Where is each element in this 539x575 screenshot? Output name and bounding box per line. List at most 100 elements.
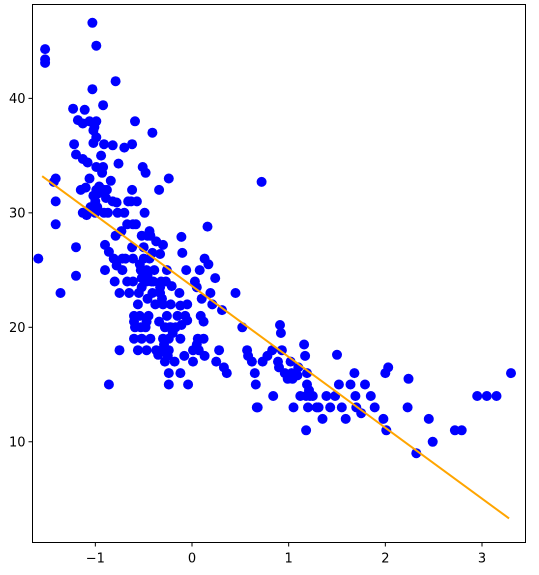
data-point-162 bbox=[172, 310, 183, 321]
data-point-132 bbox=[154, 184, 165, 195]
data-point-208 bbox=[252, 402, 263, 413]
data-point-39 bbox=[92, 202, 103, 213]
data-point-150 bbox=[163, 173, 174, 184]
data-point-267 bbox=[472, 391, 483, 401]
data-point-241 bbox=[321, 391, 332, 401]
data-point-61 bbox=[110, 76, 121, 87]
data-point-6 bbox=[50, 196, 61, 207]
data-point-225 bbox=[292, 370, 303, 381]
data-point-254 bbox=[365, 391, 376, 401]
data-point-66 bbox=[113, 158, 124, 169]
data-point-232 bbox=[302, 368, 312, 379]
data-point-249 bbox=[349, 368, 360, 379]
data-point-12 bbox=[71, 242, 81, 253]
y-tick-label-2: 30 bbox=[9, 206, 26, 221]
plot-frame bbox=[32, 4, 526, 543]
data-point-186 bbox=[198, 316, 209, 327]
data-point-10 bbox=[69, 139, 80, 150]
data-point-50 bbox=[100, 265, 110, 276]
x-axis-ticks: −1 0 1 2 3 bbox=[86, 542, 486, 567]
data-point-160 bbox=[169, 356, 180, 367]
data-point-27 bbox=[87, 84, 98, 95]
data-point-189 bbox=[199, 350, 210, 361]
data-point-92 bbox=[131, 196, 142, 207]
data-point-224 bbox=[288, 402, 299, 413]
data-point-175 bbox=[183, 379, 194, 390]
data-point-5 bbox=[50, 173, 61, 184]
data-point-91 bbox=[130, 219, 141, 230]
data-point-229 bbox=[300, 350, 311, 361]
data-point-200 bbox=[230, 288, 241, 298]
data-point-78 bbox=[124, 288, 135, 298]
data-point-231 bbox=[301, 425, 312, 436]
data-point-148 bbox=[161, 310, 172, 321]
data-point-166 bbox=[175, 368, 186, 379]
data-point-128 bbox=[150, 299, 161, 310]
x-tick-label-0: −1 bbox=[86, 552, 105, 567]
data-point-173 bbox=[182, 299, 193, 310]
data-point-68 bbox=[114, 345, 125, 356]
data-point-165 bbox=[175, 333, 186, 344]
data-point-266 bbox=[456, 425, 467, 436]
data-point-57 bbox=[107, 140, 118, 151]
data-points bbox=[33, 17, 516, 459]
regression-line bbox=[41, 175, 510, 520]
data-point-183 bbox=[194, 265, 205, 276]
y-tick-label-0: 10 bbox=[9, 435, 26, 450]
data-point-246 bbox=[336, 402, 347, 413]
data-point-153 bbox=[163, 368, 174, 379]
data-point-80 bbox=[127, 139, 138, 150]
data-point-36 bbox=[91, 132, 102, 143]
data-point-269 bbox=[491, 391, 502, 401]
data-point-152 bbox=[163, 345, 174, 356]
data-point-244 bbox=[332, 349, 342, 360]
data-point-190 bbox=[202, 221, 213, 232]
data-point-240 bbox=[317, 413, 328, 424]
data-point-8 bbox=[55, 288, 66, 298]
data-point-204 bbox=[246, 356, 257, 367]
data-point-262 bbox=[411, 448, 422, 459]
data-point-21 bbox=[81, 210, 92, 221]
data-point-74 bbox=[120, 253, 131, 264]
data-point-13 bbox=[71, 270, 81, 281]
data-point-7 bbox=[50, 219, 61, 230]
data-point-179 bbox=[191, 282, 202, 293]
data-point-93 bbox=[132, 299, 143, 310]
data-point-169 bbox=[177, 247, 188, 258]
data-point-264 bbox=[427, 436, 438, 447]
data-point-253 bbox=[360, 379, 370, 390]
data-point-205 bbox=[249, 368, 260, 379]
data-point-209 bbox=[256, 176, 267, 187]
data-point-158 bbox=[166, 281, 177, 292]
data-point-234 bbox=[303, 402, 313, 413]
data-point-192 bbox=[205, 288, 216, 298]
data-point-191 bbox=[203, 259, 214, 270]
data-point-34 bbox=[91, 40, 102, 51]
data-point-94 bbox=[132, 345, 143, 356]
data-point-199 bbox=[221, 368, 232, 379]
data-point-3 bbox=[40, 57, 51, 68]
x-tick-label-1: 0 bbox=[188, 552, 196, 567]
data-point-67 bbox=[114, 288, 125, 298]
data-point-256 bbox=[378, 413, 389, 424]
data-point-44 bbox=[98, 100, 109, 111]
data-point-113 bbox=[141, 345, 152, 356]
data-point-97 bbox=[134, 310, 145, 321]
data-point-45 bbox=[98, 162, 109, 172]
data-point-88 bbox=[129, 333, 139, 344]
data-point-117 bbox=[143, 310, 154, 321]
data-point-22 bbox=[82, 157, 93, 168]
data-point-263 bbox=[423, 413, 434, 424]
data-point-195 bbox=[211, 356, 222, 367]
data-point-35 bbox=[91, 116, 102, 127]
data-point-107 bbox=[139, 207, 150, 218]
data-point-60 bbox=[109, 276, 120, 287]
data-point-194 bbox=[210, 273, 221, 284]
data-point-260 bbox=[402, 402, 413, 413]
data-point-170 bbox=[179, 350, 190, 361]
data-point-156 bbox=[165, 299, 176, 310]
x-tick-label-3: 2 bbox=[381, 552, 389, 567]
data-point-174 bbox=[182, 315, 193, 326]
data-point-84 bbox=[128, 253, 138, 264]
